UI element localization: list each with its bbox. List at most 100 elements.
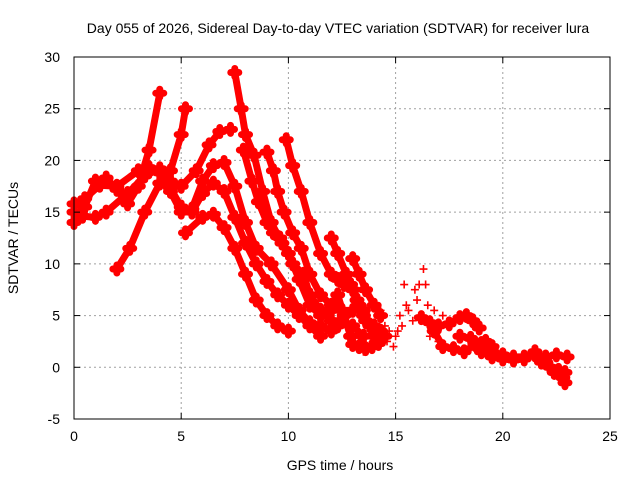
y-tick-label: 10	[44, 256, 60, 272]
data-point	[338, 266, 354, 282]
data-point	[473, 344, 489, 360]
data-point	[109, 261, 125, 277]
plot-area	[66, 65, 575, 391]
data-point	[557, 375, 573, 391]
y-tick-label: 25	[44, 101, 60, 117]
data-point	[370, 301, 379, 310]
data-point	[255, 183, 271, 199]
data-point	[92, 177, 108, 193]
data-point	[323, 230, 339, 246]
data-point	[391, 332, 400, 341]
data-point	[122, 240, 138, 256]
data-point	[87, 209, 103, 225]
data-point	[376, 306, 385, 315]
data-point	[358, 282, 374, 298]
data-point	[272, 230, 288, 246]
y-axis-label: SDTVAR / TECUs	[5, 182, 21, 294]
data-point	[398, 321, 407, 330]
data-point	[441, 316, 457, 332]
data-point	[557, 364, 573, 380]
data-point	[248, 256, 264, 272]
x-tick-label: 15	[388, 428, 404, 444]
x-tick-label: 5	[177, 428, 185, 444]
data-point	[302, 318, 318, 334]
data-point	[422, 315, 438, 331]
data-point	[137, 168, 153, 184]
data-point	[419, 265, 428, 274]
data-point	[238, 235, 254, 251]
y-tick-label: -5	[48, 411, 61, 427]
data-point	[259, 308, 275, 324]
data-point	[323, 313, 339, 329]
data-point	[152, 175, 168, 191]
data-point	[75, 208, 91, 224]
data-point	[227, 178, 243, 194]
data-point	[270, 183, 286, 199]
data-point	[259, 144, 275, 160]
data-point	[400, 280, 409, 289]
data-point	[426, 323, 442, 339]
data-point	[548, 347, 564, 363]
data-point	[323, 297, 339, 313]
data-point	[120, 186, 136, 202]
plot-frame	[73, 56, 611, 420]
data-point	[248, 240, 264, 256]
data-point	[276, 204, 292, 220]
data-point	[152, 85, 168, 101]
data-point	[250, 194, 266, 210]
data-point	[141, 142, 157, 158]
series-track-11	[323, 230, 393, 357]
data-point	[423, 301, 432, 310]
data-point	[313, 328, 329, 344]
grid-lines	[74, 57, 610, 419]
data-point	[313, 318, 329, 334]
data-point	[430, 306, 439, 315]
y-tick-label: 15	[44, 204, 60, 220]
data-point	[285, 225, 301, 241]
data-point	[188, 163, 204, 179]
data-point	[246, 147, 262, 163]
data-point	[248, 292, 264, 308]
data-point	[259, 273, 275, 289]
data-point	[456, 344, 472, 360]
data-point	[195, 173, 211, 189]
data-point	[445, 341, 461, 357]
data-point	[238, 127, 254, 143]
data-point	[330, 287, 346, 303]
data-point	[302, 214, 318, 230]
data-point	[313, 246, 329, 262]
data-point	[402, 301, 411, 310]
data-point	[212, 123, 228, 139]
data-point	[205, 206, 221, 222]
data-point	[425, 332, 434, 341]
scatter-points	[359, 265, 447, 356]
data-point	[141, 160, 157, 176]
data-point	[195, 209, 211, 225]
data-point	[383, 337, 392, 346]
data-point	[380, 321, 389, 330]
x-tick-label: 25	[602, 428, 618, 444]
data-point	[223, 121, 239, 137]
y-tick-label: 20	[44, 152, 60, 168]
data-point	[177, 101, 193, 117]
data-point	[345, 282, 361, 298]
data-point	[404, 306, 413, 315]
data-point	[270, 318, 286, 334]
data-point	[238, 214, 254, 230]
data-point	[516, 351, 532, 367]
data-point	[263, 256, 279, 272]
data-point	[233, 101, 249, 117]
data-point	[452, 328, 468, 344]
data-point	[293, 183, 309, 199]
data-point	[351, 266, 367, 282]
data-point	[313, 287, 329, 303]
data-point	[216, 220, 232, 236]
data-point	[345, 251, 361, 267]
data-point	[506, 352, 522, 368]
data-point	[363, 316, 372, 325]
data-point	[120, 196, 136, 212]
data-point	[77, 191, 93, 207]
data-point	[413, 310, 429, 326]
data-point	[235, 142, 251, 158]
